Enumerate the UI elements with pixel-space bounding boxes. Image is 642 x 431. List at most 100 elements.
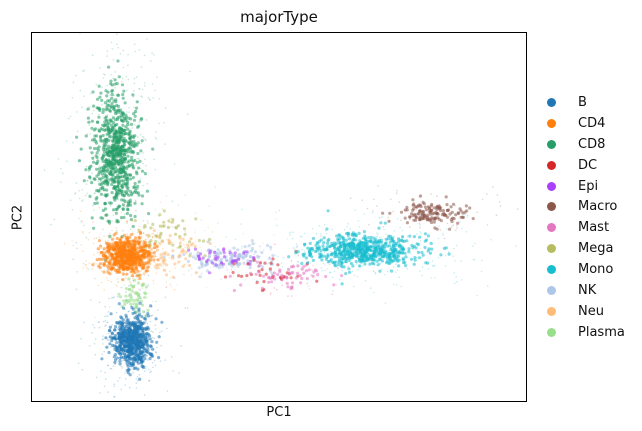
point-cd8 — [158, 98, 161, 100]
point-mono — [420, 250, 424, 254]
point-cd8 — [132, 112, 136, 116]
point-mono — [383, 228, 385, 231]
point-cd8 — [98, 165, 101, 167]
point-mono — [379, 236, 381, 239]
point-cd4 — [146, 265, 150, 269]
point-dc — [331, 293, 334, 296]
point-b — [99, 392, 101, 394]
point-cd4 — [145, 269, 150, 273]
point-cd8 — [109, 79, 113, 83]
point-macro — [392, 210, 394, 213]
point-cd8 — [77, 159, 81, 163]
point-cd8 — [92, 160, 96, 164]
point-cd4 — [139, 254, 142, 257]
point-plasma — [124, 294, 128, 298]
point-mono — [303, 232, 306, 235]
point-cd8 — [155, 131, 157, 133]
point-cd8 — [144, 82, 146, 84]
point-cd8 — [88, 175, 92, 179]
point-mono — [426, 234, 430, 238]
point-cd8 — [124, 183, 128, 187]
point-cd8 — [137, 124, 141, 128]
point-macro — [405, 221, 409, 225]
point-mono — [375, 259, 379, 263]
point-dc — [372, 270, 375, 273]
point-mono — [476, 294, 478, 297]
point-cd4 — [108, 232, 111, 235]
point-mono — [292, 247, 295, 249]
point-cd8 — [90, 119, 94, 123]
point-b — [108, 325, 112, 329]
point-mono — [332, 289, 334, 292]
point-cd8 — [111, 121, 115, 125]
point-cd8 — [95, 167, 99, 171]
point-b — [143, 317, 147, 321]
point-b — [155, 340, 159, 344]
point-mono — [315, 232, 318, 235]
point-mast — [276, 272, 280, 277]
point-cd8 — [146, 38, 148, 40]
point-cd8 — [129, 150, 133, 154]
point-mast — [285, 281, 289, 285]
point-neu — [158, 242, 162, 246]
point-b — [148, 380, 151, 382]
point-macro — [486, 193, 488, 195]
point-mono — [474, 242, 476, 245]
point-plasma — [122, 299, 126, 303]
point-mega — [177, 225, 180, 228]
point-mono — [294, 250, 297, 253]
point-mono — [301, 249, 304, 251]
point-b — [93, 326, 96, 329]
point-b — [103, 385, 106, 388]
point-mega — [158, 224, 162, 228]
point-mono — [381, 249, 385, 254]
point-cd8 — [133, 201, 137, 205]
point-cd8 — [145, 165, 147, 167]
point-b — [180, 344, 182, 347]
point-cd4 — [154, 264, 156, 267]
point-macro — [396, 189, 398, 192]
point-cd8 — [93, 141, 95, 144]
point-mono — [416, 256, 418, 259]
point-cd8 — [89, 164, 93, 168]
point-cd8 — [117, 115, 120, 118]
point-macro — [377, 185, 379, 187]
point-nk — [217, 266, 222, 270]
point-cd8 — [121, 123, 125, 127]
point-mono — [308, 241, 312, 245]
point-b — [113, 383, 115, 386]
point-nk — [220, 257, 224, 261]
point-b — [129, 348, 133, 353]
point-mono — [309, 261, 312, 264]
point-mono — [325, 247, 329, 251]
point-macro — [424, 208, 428, 212]
point-cd8 — [129, 213, 133, 218]
point-b — [126, 362, 128, 364]
point-macro — [449, 205, 453, 209]
point-cd8 — [115, 117, 119, 122]
point-cd4 — [125, 266, 129, 270]
point-mono — [234, 238, 237, 241]
point-cd4 — [72, 244, 74, 247]
point-nk — [240, 247, 243, 250]
point-b — [147, 284, 150, 287]
point-nk — [275, 218, 277, 221]
point-cd8 — [135, 171, 138, 174]
point-cd4 — [120, 256, 124, 260]
point-dc — [260, 268, 264, 272]
point-cd8 — [103, 124, 106, 126]
point-neu — [193, 244, 197, 249]
point-mono — [365, 245, 369, 249]
point-cd8 — [135, 76, 138, 78]
point-cd4 — [104, 257, 107, 260]
point-cd8 — [134, 50, 136, 53]
point-mono — [429, 252, 431, 255]
point-mono — [370, 253, 374, 257]
point-cd8 — [121, 119, 125, 123]
point-cd8 — [108, 234, 112, 238]
point-mono — [357, 268, 360, 271]
point-mono — [359, 265, 361, 268]
legend-item: DC — [545, 155, 625, 176]
point-nk — [225, 266, 228, 268]
point-mono — [440, 208, 443, 210]
